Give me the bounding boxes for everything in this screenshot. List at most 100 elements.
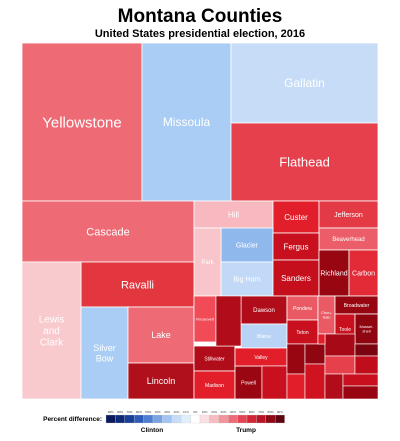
county-label: Dawson [253,308,275,314]
county-cell-hill: Hill [193,200,274,229]
small-county-cell [304,343,326,365]
county-cell-park: Park [193,227,222,297]
legend-swatch [124,414,135,424]
county-label: Fergus [284,242,309,251]
legend-swatch [256,414,266,424]
county-cell-flathead: Flathead [230,122,379,202]
county-cell-roosevelt: Roosevelt [193,295,217,343]
county-label: Yellowstone [42,114,122,131]
county-cell-fergus: Fergus [272,232,320,261]
county-rect [272,259,320,297]
county-label: Ravalli [121,279,154,291]
county-rect [193,345,236,372]
small-county-cell [286,373,306,400]
county-rect [127,362,195,400]
legend-trump-label: Trump [236,427,256,434]
legend-swatch [209,414,219,424]
legend-swatch [143,414,154,424]
county-rect [230,122,379,202]
county-rect [21,42,143,202]
county-label: Blaine [257,334,271,340]
county-label: Jefferson [334,212,363,219]
county-label: Custer [284,213,308,222]
county-label: Mussel-shell [359,324,374,334]
county-label: Flathead [279,155,330,170]
county-rect [21,261,82,400]
county-label: Glacier [236,242,259,249]
county-rect [240,295,288,325]
legend-tick-label: 20% [211,410,217,414]
county-label: Stillwater [204,356,225,362]
county-rect [230,42,379,124]
county-cell-gallatin: Gallatin [230,42,379,124]
county-rect [193,200,274,229]
county-cell-broadwater: Broadwater [334,295,379,315]
treemap-small-cells [215,295,379,400]
legend-label: Percent difference: [43,416,102,423]
county-label: Sanders [281,274,311,283]
county-cell-lincoln: Lincoln [127,362,195,400]
county-cell-silver-bow: Silver Bow [80,306,129,400]
legend-swatch [171,414,182,424]
county-rect [220,227,274,263]
chart-title: Montana Counties [117,6,283,27]
county-label: Toole [339,327,351,333]
county-label: Pondera [293,306,312,312]
county-label: Gallatin [284,76,325,90]
county-cell-teton: Teton [286,319,319,345]
county-label: Cascade [86,226,129,238]
county-cell-lewis-and-clark: Lewis and Clark [21,261,82,400]
legend-swatch [152,414,163,424]
county-cell-richland: Richland [318,249,350,297]
legend-swatches [105,414,285,424]
county-cell-yellowstone: Yellowstone [21,42,143,202]
small-county-cell [342,373,379,387]
legend-tick-label: 40% [155,410,161,414]
legend-swatch [246,414,257,424]
legend-swatch [199,414,210,424]
chart-subtitle: United States presidential election, 201… [94,28,306,40]
county-rect [318,249,350,297]
legend-tick-label: 90% [277,410,283,414]
legend-tick-label: 80% [117,410,123,414]
county-label: Carbon [352,270,375,277]
county-rect [193,370,236,400]
county-label: Lincoln [147,376,176,386]
county-label: Richland [320,270,347,277]
legend-tick-label: 10% [183,410,189,414]
county-label: Hill [228,210,239,219]
legend-tick-label: 30% [164,410,170,414]
county-cell-beaverhead: Beaverhead [318,227,379,251]
county-rect [234,365,263,400]
county-cell-ravalli: Ravalli [80,261,195,308]
legend-tick-label: 40% [230,410,236,414]
county-label: Beaverhead [332,237,364,243]
legend-tick-label: 80% [267,410,273,414]
county-label: Missoula [163,115,211,129]
legend-swatch [228,414,238,424]
legend-swatch [162,414,172,424]
county-label: Valley [254,355,268,361]
county-label: Roosevelt [196,316,215,321]
county-cell-musselshell: Mussel-shell [354,313,379,345]
legend-swatch [218,414,229,424]
county-cell-carbon: Carbon [348,249,379,297]
county-label: Silver Bow [93,343,116,363]
small-county-cell [324,373,344,400]
county-rect [348,249,379,297]
small-county-cell [215,295,242,347]
legend-swatch [181,414,191,424]
county-cell-stillwater: Stillwater [193,345,236,372]
legend-swatch [190,414,201,424]
legend-swatch [237,414,248,424]
small-county-cell [354,343,379,357]
legend-swatch [265,414,276,424]
small-county-cell [324,355,356,375]
county-rect [272,232,320,261]
county-cell-jefferson: Jefferson [318,200,379,229]
county-label: Broadwater [344,303,370,309]
legend-tick-label: 20% [173,410,179,414]
legend-tick-label: 0% [193,410,198,414]
legend-swatch [275,414,285,424]
